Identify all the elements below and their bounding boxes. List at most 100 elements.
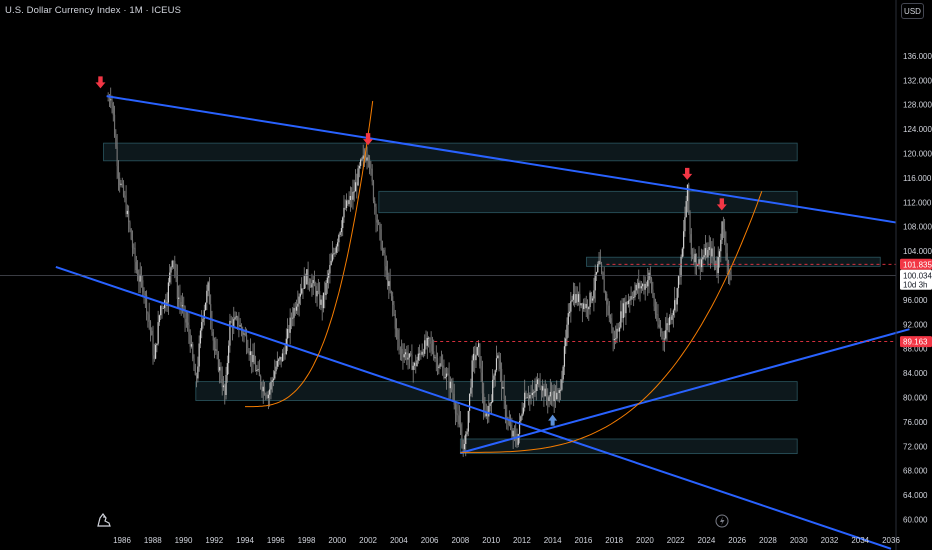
- candle-body-186: [345, 200, 348, 208]
- candle-body-367: [577, 294, 580, 302]
- rising-support-line[interactable]: [460, 328, 910, 454]
- candle-body-160: [312, 280, 314, 284]
- candle-body-56: [179, 297, 181, 302]
- candle-body-18: [130, 229, 132, 240]
- candle-body-242: [417, 353, 419, 361]
- candle-body-237: [411, 354, 413, 370]
- candle-body-107: [244, 333, 246, 336]
- candle-body-135: [280, 357, 282, 362]
- candle-body-100: [235, 316, 237, 318]
- candle-body-458: [694, 253, 696, 263]
- candle-body-271: [454, 404, 457, 414]
- candle-body-353: [559, 389, 562, 391]
- candle-body-434: [663, 338, 666, 340]
- lightning-icon[interactable]: [715, 514, 729, 528]
- candle-body-412: [635, 284, 637, 291]
- candle-body-211: [377, 222, 380, 224]
- x-tick-label: 2004: [390, 536, 408, 545]
- lower-channel-line[interactable]: [55, 266, 892, 550]
- candle-body-111: [249, 351, 252, 356]
- candle-body-170: [325, 282, 327, 296]
- arrow-down-2: [682, 167, 693, 180]
- x-tick-label: 2026: [728, 536, 746, 545]
- candle-body-145: [293, 308, 295, 318]
- zones-layer: [103, 142, 881, 455]
- candle-body-359: [567, 313, 569, 325]
- candle-body-418: [643, 284, 645, 290]
- candle-body-456: [691, 254, 694, 257]
- candle-body-386: [602, 272, 604, 280]
- candle-body-397: [616, 328, 618, 339]
- candle-body-272: [456, 413, 458, 415]
- x-tick-label: 1986: [113, 536, 131, 545]
- candle-body-99: [234, 317, 236, 320]
- candle-body-417: [642, 284, 644, 287]
- candle-body-372: [584, 303, 586, 309]
- tradingview-logo[interactable]: [97, 513, 111, 527]
- candle-body-97: [231, 322, 234, 328]
- curve-1[interactable]: [245, 100, 374, 408]
- candle-body-73: [201, 322, 203, 331]
- candle-body-452: [686, 184, 689, 202]
- candle-body-164: [317, 290, 319, 292]
- candle-body-416: [640, 286, 642, 289]
- x-tick-label: 2022: [667, 536, 685, 545]
- candle-body-363: [572, 294, 575, 300]
- candle-body-21: [134, 248, 136, 262]
- candle-body-118: [258, 369, 260, 377]
- candle-body-327: [526, 397, 528, 399]
- currency-button[interactable]: USD: [901, 3, 924, 19]
- upper-channel-line[interactable]: [106, 95, 896, 224]
- candle-body-36: [153, 355, 155, 359]
- candle-body-144: [292, 317, 294, 319]
- candle-body-358: [566, 324, 568, 339]
- candle-body-300: [492, 379, 494, 403]
- markers-layer: [95, 76, 727, 426]
- candle-body-179: [336, 242, 339, 247]
- candle-body-400: [620, 311, 622, 328]
- candle-body-138: [284, 353, 286, 355]
- candle-body-48: [169, 272, 171, 283]
- candle-body-202: [366, 157, 368, 161]
- candle-body-439: [670, 316, 672, 320]
- candle-body-322: [520, 416, 522, 422]
- candle-body-168: [322, 292, 325, 309]
- candle-body-150: [299, 293, 302, 297]
- candle-body-182: [340, 228, 343, 233]
- candle-body-475: [716, 267, 718, 273]
- candle-body-74: [202, 318, 204, 323]
- candle-body-206: [371, 168, 373, 182]
- candle-body-370: [581, 303, 583, 309]
- candle-body-101: [237, 316, 239, 326]
- candle-body-208: [374, 200, 376, 207]
- candle-body-217: [385, 266, 387, 271]
- candle-body-58: [181, 305, 184, 307]
- candle-body-244: [420, 353, 422, 355]
- candle-body-376: [589, 292, 591, 308]
- candle-body-204: [369, 159, 371, 169]
- candle-body-67: [193, 358, 195, 371]
- candle-body-155: [306, 269, 308, 285]
- candle-body-141: [288, 329, 290, 333]
- candle-body-109: [247, 348, 249, 353]
- candle-body-254: [433, 351, 435, 358]
- candle-body-374: [586, 303, 589, 310]
- candle-body-253: [431, 343, 434, 352]
- candle-body-83: [213, 340, 216, 350]
- candle-body-70: [197, 366, 199, 379]
- candle-body-346: [551, 391, 553, 396]
- candle-body-243: [419, 353, 421, 355]
- candle-body-7: [116, 146, 118, 167]
- candle-body-280: [466, 431, 468, 435]
- candle-body-238: [412, 365, 414, 370]
- candle-body-426: [653, 296, 655, 307]
- curve-2[interactable]: [460, 191, 763, 453]
- y-tick-label: 112.000: [903, 198, 932, 207]
- candle-body-445: [677, 276, 680, 289]
- candle-body-30: [146, 295, 148, 313]
- candle-body-468: [707, 249, 709, 258]
- candle-body-405: [626, 301, 628, 304]
- candle-body-222: [392, 296, 394, 305]
